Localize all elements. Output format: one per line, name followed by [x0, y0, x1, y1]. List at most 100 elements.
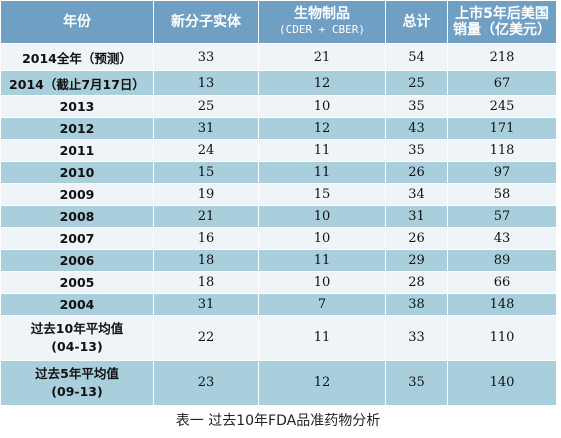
- row-bio: 10: [258, 227, 386, 250]
- row-sales: 57: [447, 205, 557, 228]
- header-new-molecular-entities: 新分子实体: [153, 0, 259, 44]
- table-row: 2009 19 15 34 58: [0, 183, 557, 206]
- row-total: 43: [385, 117, 448, 140]
- header-sales-line2: 销量（亿美元）: [453, 22, 551, 38]
- row-nme: 13: [153, 70, 259, 96]
- row-year: 2006: [0, 249, 154, 272]
- row-bio: 10: [258, 271, 386, 294]
- row-sales: 171: [447, 117, 557, 140]
- row-nme: 15: [153, 161, 259, 184]
- row-nme: 21: [153, 205, 259, 228]
- row-year-label: 过去5年平均值: [35, 366, 119, 381]
- row-year: 2008: [0, 205, 154, 228]
- header-year: 年份: [0, 0, 154, 44]
- row-year: 2007: [0, 227, 154, 250]
- row-total: 35: [385, 95, 448, 118]
- row-year: 过去10年平均值 (04-13): [0, 315, 154, 361]
- row-nme: 31: [153, 117, 259, 140]
- row-nme: 25: [153, 95, 259, 118]
- row-total: 38: [385, 293, 448, 316]
- table-row: 2011 24 11 35 118: [0, 139, 557, 162]
- table-row: 2005 18 10 28 66: [0, 271, 557, 294]
- row-total: 54: [385, 43, 448, 71]
- row-total: 26: [385, 227, 448, 250]
- table-row: 2010 15 11 26 97: [0, 161, 557, 184]
- row-bio: 11: [258, 315, 386, 361]
- table-header: 年份 新分子实体 生物制品 (CDER + CBER) 总计 上市5年后美国 销…: [0, 0, 557, 44]
- row-nme: 19: [153, 183, 259, 206]
- row-nme: 23: [153, 360, 259, 406]
- table-row: 2014（截止7月17日） 13 12 25 67: [0, 70, 557, 96]
- row-total: 35: [385, 360, 448, 406]
- row-year: 2012: [0, 117, 154, 140]
- row-total: 35: [385, 139, 448, 162]
- row-bio: 10: [258, 95, 386, 118]
- row-bio: 11: [258, 249, 386, 272]
- row-nme: 18: [153, 249, 259, 272]
- table-row: 2008 21 10 31 57: [0, 205, 557, 228]
- table-row: 2014全年（预测） 33 21 54 218: [0, 43, 557, 71]
- header-biologics-label: 生物制品: [294, 6, 350, 22]
- table-caption: 表一 过去10年FDA品准药物分析: [175, 413, 381, 429]
- row-total: 34: [385, 183, 448, 206]
- row-sales: 218: [447, 43, 557, 71]
- row-nme: 22: [153, 315, 259, 361]
- row-total: 33: [385, 315, 448, 361]
- row-bio: 21: [258, 43, 386, 71]
- row-nme: 24: [153, 139, 259, 162]
- row-sales: 118: [447, 139, 557, 162]
- row-sales: 89: [447, 249, 557, 272]
- row-sales: 43: [447, 227, 557, 250]
- row-year: 2004: [0, 293, 154, 316]
- row-total: 31: [385, 205, 448, 228]
- row-sales: 97: [447, 161, 557, 184]
- row-sales: 58: [447, 183, 557, 206]
- fda-approvals-table: 年份 新分子实体 生物制品 (CDER + CBER) 总计 上市5年后美国 销…: [0, 0, 557, 406]
- row-nme: 33: [153, 43, 259, 71]
- table-row: 2006 18 11 29 89: [0, 249, 557, 272]
- table-row: 2007 16 10 26 43: [0, 227, 557, 250]
- row-bio: 11: [258, 161, 386, 184]
- table-row: 2012 31 12 43 171: [0, 117, 557, 140]
- row-sales: 66: [447, 271, 557, 294]
- row-year: 2014（截止7月17日）: [0, 70, 154, 96]
- header-row: 年份 新分子实体 生物制品 (CDER + CBER) 总计 上市5年后美国 销…: [0, 0, 557, 44]
- row-sales: 148: [447, 293, 557, 316]
- row-total: 25: [385, 70, 448, 96]
- row-year-range: (09-13): [51, 384, 103, 399]
- row-year: 2009: [0, 183, 154, 206]
- header-total: 总计: [385, 0, 448, 44]
- row-nme: 31: [153, 293, 259, 316]
- row-year: 2014全年（预测）: [0, 43, 154, 71]
- header-biologics: 生物制品 (CDER + CBER): [258, 0, 386, 44]
- row-year-range: (04-13): [51, 339, 103, 354]
- row-nme: 18: [153, 271, 259, 294]
- row-bio: 12: [258, 70, 386, 96]
- header-biologics-sub: (CDER + CBER): [278, 23, 366, 36]
- row-bio: 12: [258, 117, 386, 140]
- row-total: 26: [385, 161, 448, 184]
- row-year: 过去5年平均值 (09-13): [0, 360, 154, 406]
- table-row: 过去10年平均值 (04-13) 22 11 33 110: [0, 315, 557, 361]
- row-bio: 7: [258, 293, 386, 316]
- header-sales-line1: 上市5年后美国: [455, 6, 549, 22]
- row-sales: 140: [447, 360, 557, 406]
- table-body: 2014全年（预测） 33 21 54 218 2014（截止7月17日） 13…: [0, 43, 557, 406]
- row-bio: 10: [258, 205, 386, 228]
- row-bio: 11: [258, 139, 386, 162]
- table-row: 2004 31 7 38 148: [0, 293, 557, 316]
- table-row: 2013 25 10 35 245: [0, 95, 557, 118]
- row-sales: 245: [447, 95, 557, 118]
- row-total: 29: [385, 249, 448, 272]
- row-bio: 12: [258, 360, 386, 406]
- row-sales: 67: [447, 70, 557, 96]
- row-year: 2005: [0, 271, 154, 294]
- table-row: 过去5年平均值 (09-13) 23 12 35 140: [0, 360, 557, 406]
- row-bio: 15: [258, 183, 386, 206]
- row-nme: 16: [153, 227, 259, 250]
- header-sales: 上市5年后美国 销量（亿美元）: [447, 0, 557, 44]
- row-sales: 110: [447, 315, 557, 361]
- row-year: 2010: [0, 161, 154, 184]
- row-year: 2011: [0, 139, 154, 162]
- row-total: 28: [385, 271, 448, 294]
